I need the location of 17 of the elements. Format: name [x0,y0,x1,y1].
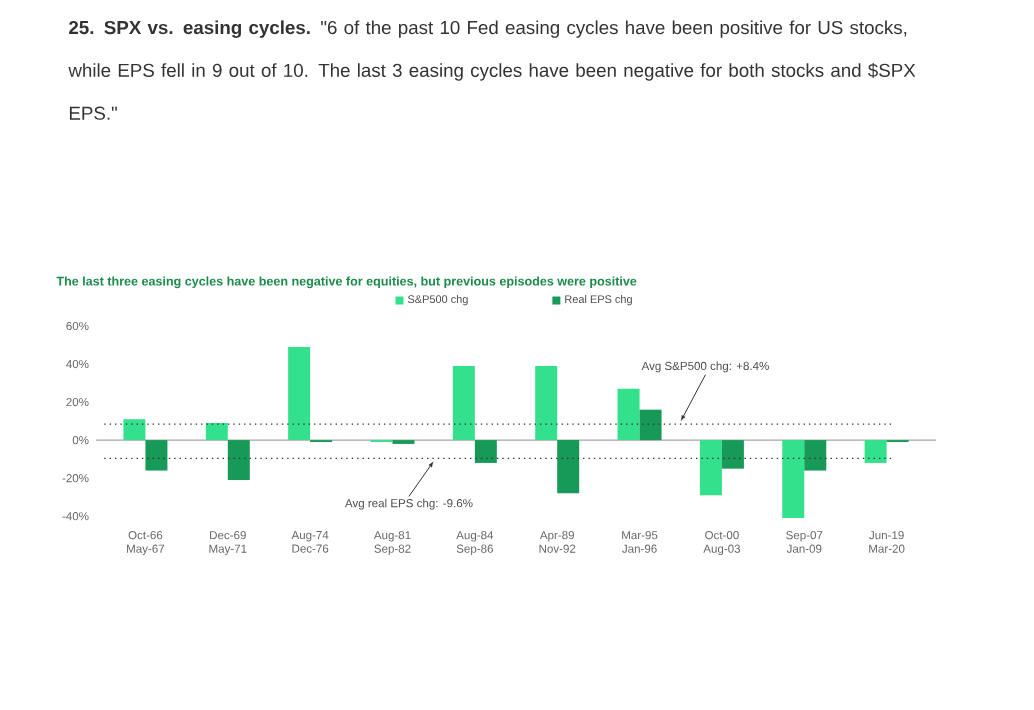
bar [639,409,662,441]
bar [123,419,146,441]
bar [557,440,580,494]
bar [227,440,250,481]
bar [699,440,722,496]
bar [721,440,744,469]
chart-title: 25. SPX vs. easing cycles. "6 of the past 10 Fed easing cycles have been positive for US stocks, while EPS fell in 9 out of 10. The last 3 easing cycles have been negative for both stocks and $SPX EPS." [68,20,916,120]
bar [864,440,887,463]
bar [288,346,311,441]
bar [145,440,168,471]
bar [782,440,805,519]
bar [474,440,497,463]
bar [804,440,827,471]
bar [452,365,475,441]
bar [535,365,558,441]
bar [205,423,228,441]
bar [617,388,640,441]
